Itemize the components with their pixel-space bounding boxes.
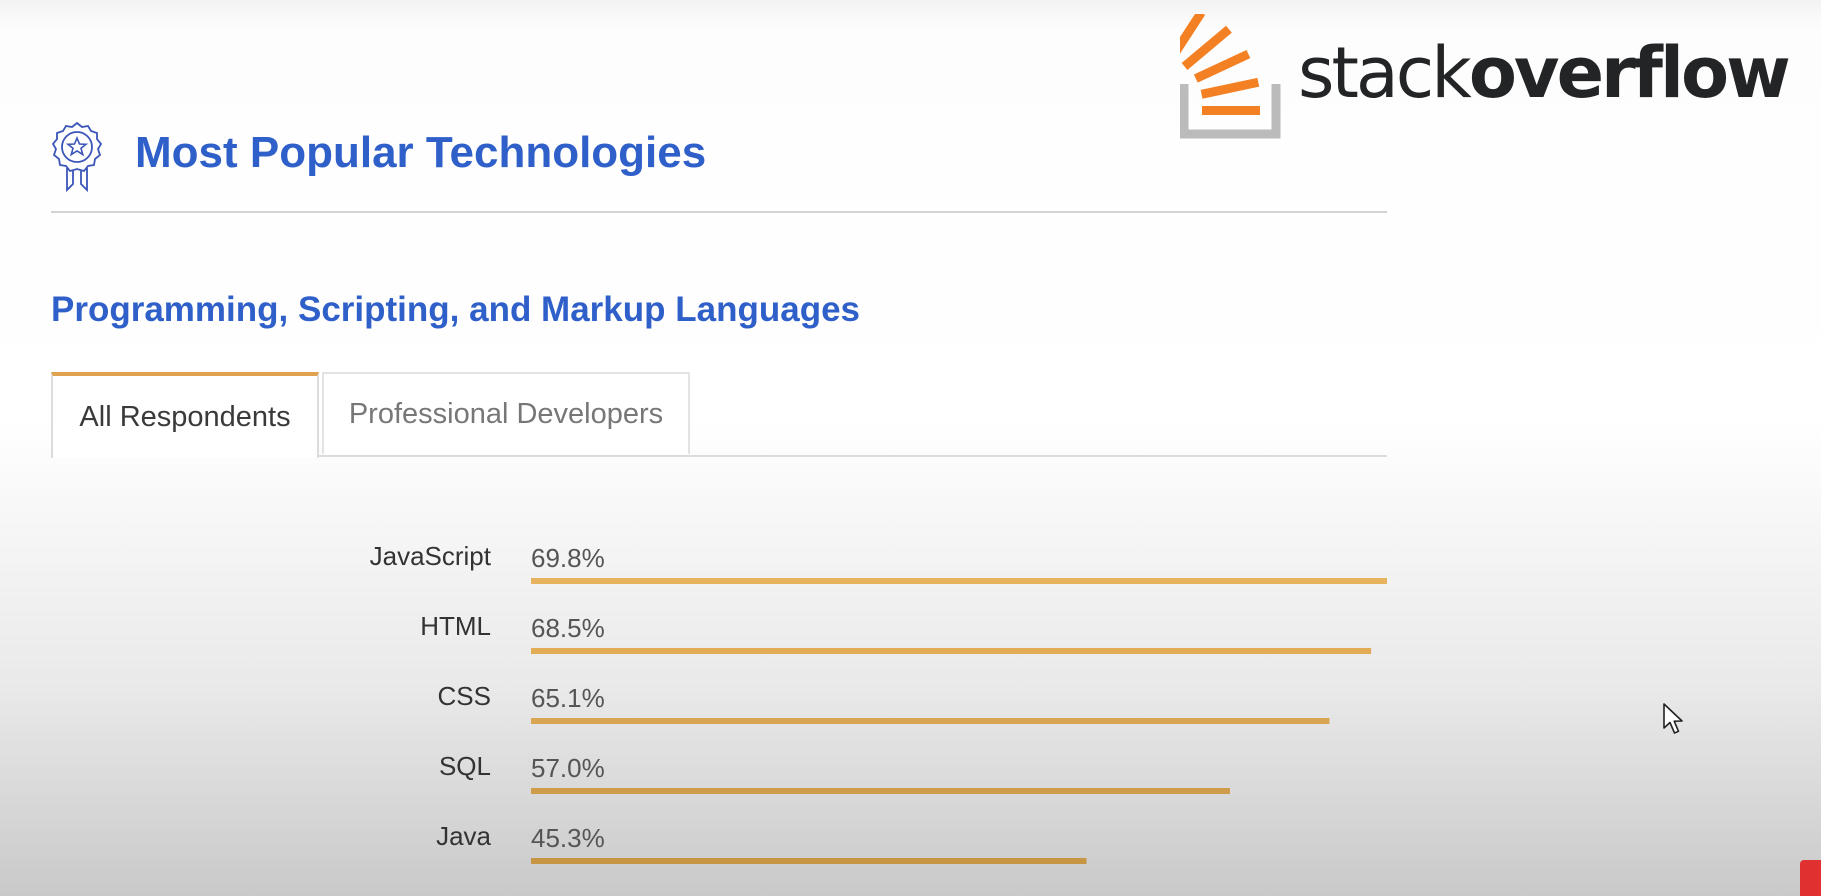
section-divider <box>51 211 1387 213</box>
award-ribbon-icon <box>51 121 103 192</box>
value-label: 45.3% <box>531 823 605 853</box>
tab-all-respondents[interactable]: All Respondents <box>51 372 319 458</box>
bar-row: JavaScript 69.8% <box>370 541 1387 584</box>
stack-overflow-logo-icon <box>1180 14 1281 139</box>
bar <box>531 858 1087 864</box>
bar <box>531 718 1330 724</box>
value-label: 68.5% <box>531 613 605 643</box>
logo-word-overflow: overflow <box>1468 32 1791 114</box>
stack-overflow-logo: stackoverflow <box>1180 14 1800 140</box>
section-title: Most Popular Technologies <box>135 128 707 177</box>
tabs-baseline <box>51 455 1387 457</box>
logo-word-stack: stack <box>1298 32 1472 114</box>
category-label: HTML <box>420 611 491 641</box>
subscribe-badge-icon[interactable] <box>1800 860 1821 896</box>
bar-row: Java 45.3% <box>436 821 1087 864</box>
value-label: 57.0% <box>531 753 605 783</box>
mouse-cursor-icon <box>1663 703 1683 734</box>
tab-professional-developers[interactable]: Professional Developers <box>322 372 690 454</box>
category-label: Java <box>436 821 491 851</box>
value-label: 69.8% <box>531 543 605 573</box>
bar <box>531 788 1230 794</box>
bar-row: SQL 57.0% <box>439 751 1230 794</box>
value-label: 65.1% <box>531 683 605 713</box>
logo-wordmark: stackoverflow <box>1298 38 1791 108</box>
bar <box>531 648 1372 654</box>
bar-row: CSS 65.1% <box>438 681 1330 724</box>
tab-label: Professional Developers <box>348 397 664 430</box>
bar <box>531 578 1387 584</box>
bar-row: HTML 68.5% <box>420 611 1372 654</box>
category-label: SQL <box>439 751 491 781</box>
category-label: CSS <box>438 681 491 711</box>
tab-label: All Respondents <box>79 400 291 433</box>
category-label: JavaScript <box>370 541 492 571</box>
subsection-title: Programming, Scripting, and Markup Langu… <box>51 290 860 329</box>
